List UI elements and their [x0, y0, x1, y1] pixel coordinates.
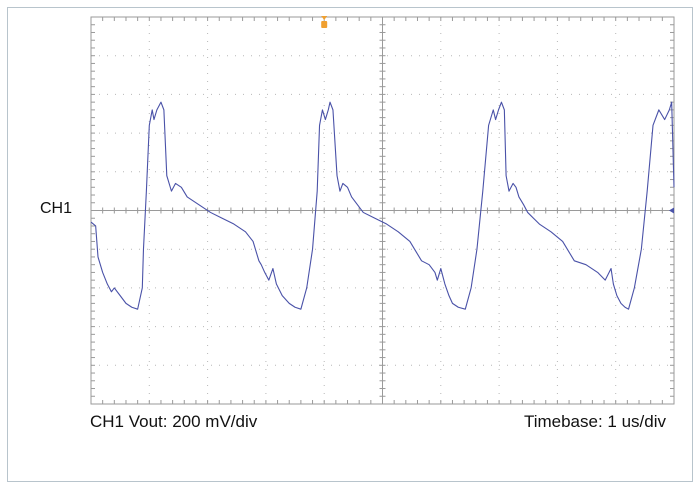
trigger-arrow-icon [321, 16, 328, 20]
timebase-label: Timebase: 1 us/div [523, 412, 666, 431]
trace-layer [90, 101, 675, 310]
series-line-ch1 [90, 101, 675, 310]
trigger-position-icon [321, 21, 328, 28]
oscilloscope-frame [7, 7, 693, 482]
graticule [90, 16, 675, 405]
channel-level-icon [669, 207, 674, 214]
vertical-scale-label: CH1 Vout: 200 mV/div [90, 412, 258, 431]
marker-layer [321, 16, 674, 214]
channel-label: CH1 [40, 200, 73, 217]
